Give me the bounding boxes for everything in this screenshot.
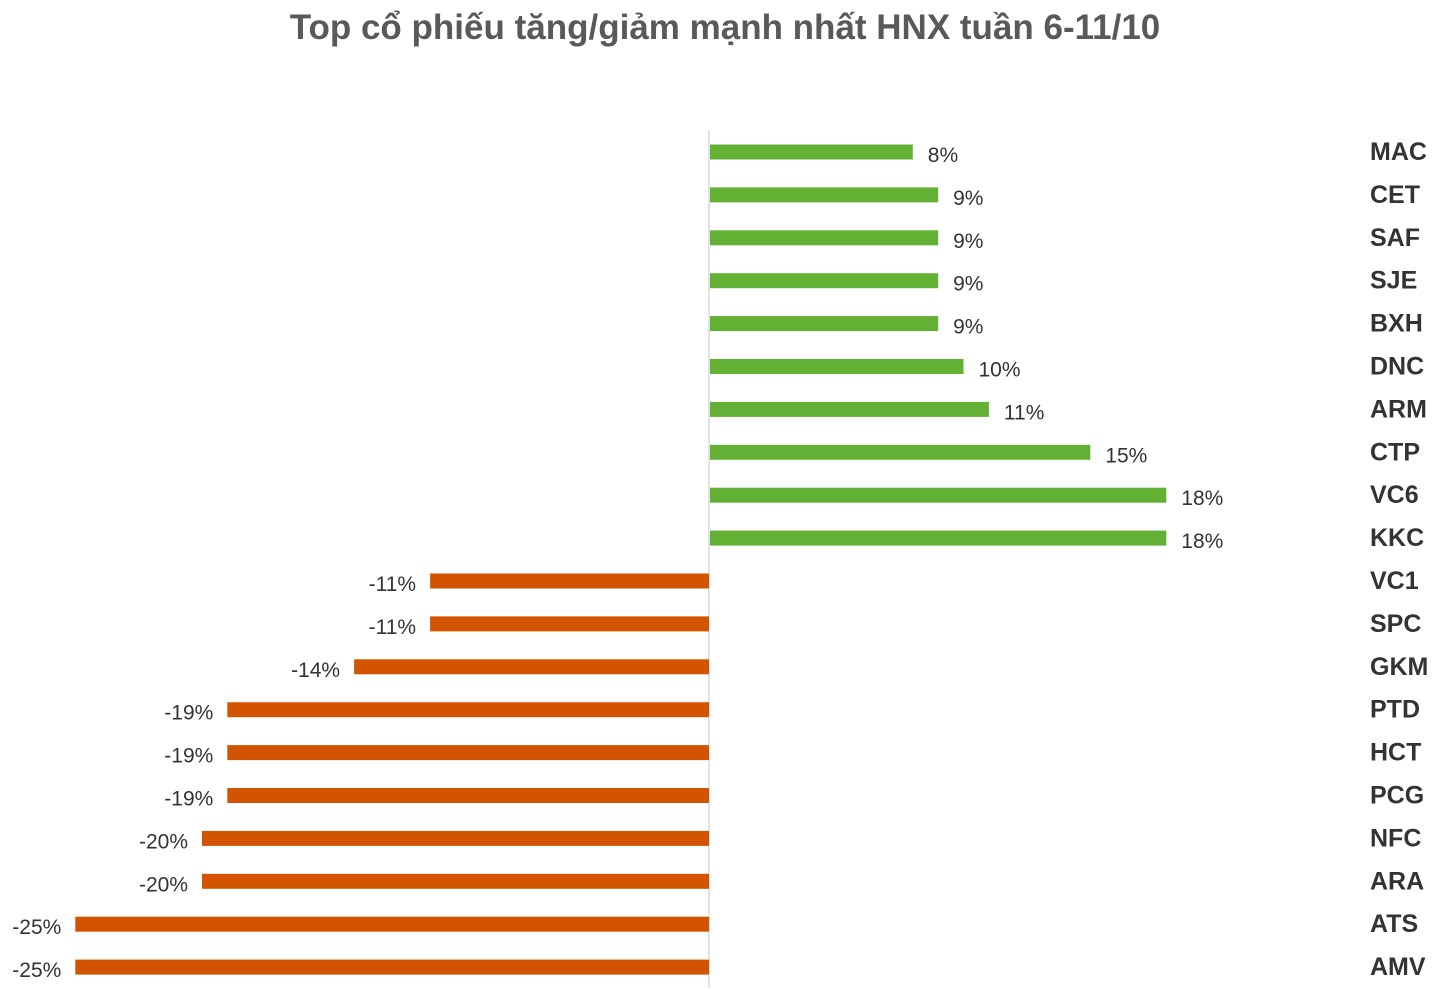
category-labels-group: MAC CET SAF SJE BXH DNC ARM CTP VC6 KKC VC1 SPC GKM P… xyxy=(1370,138,1428,981)
data-label-gkm: -14% xyxy=(291,659,340,682)
bar-dnc xyxy=(710,359,964,374)
data-label-arm: 11% xyxy=(1004,401,1044,424)
bar-sje xyxy=(710,273,939,289)
bar-hct xyxy=(227,745,710,761)
data-label-amv: -25% xyxy=(12,959,61,982)
bar-saf xyxy=(710,230,939,246)
bar-arm xyxy=(710,401,989,417)
bar-ctp xyxy=(710,444,1091,460)
category-label-ats: ATS xyxy=(1370,910,1418,938)
chart-title: Top cổ phiếu tăng/giảm mạnh nhất HNX tuầ… xyxy=(289,8,1161,47)
data-label-kkc: 18% xyxy=(1181,530,1223,553)
category-label-ctp: CTP xyxy=(1370,438,1420,466)
category-label-amv: AMV xyxy=(1370,953,1426,981)
data-labels-group: 8% 9% 9% 9% 9% 10% 11% 15% 18% 18% -11% -11% -14% -19… xyxy=(12,144,1223,982)
category-label-gkm: GKM xyxy=(1370,653,1428,681)
bar-vc1 xyxy=(430,573,709,589)
data-label-saf: 9% xyxy=(953,230,983,253)
data-label-ats: -25% xyxy=(12,916,61,939)
category-label-kkc: KKC xyxy=(1370,524,1424,552)
bar-pcg xyxy=(227,788,710,803)
category-label-spc: SPC xyxy=(1370,610,1421,638)
bar-nfc xyxy=(202,830,709,846)
data-label-cet: 9% xyxy=(953,187,983,210)
bar-ats xyxy=(75,916,710,932)
category-label-vc1: VC1 xyxy=(1370,567,1419,595)
category-label-arm: ARM xyxy=(1370,395,1427,423)
data-label-ara: -20% xyxy=(139,873,188,896)
bar-gkm xyxy=(354,659,709,675)
data-label-vc6: 18% xyxy=(1181,487,1223,510)
category-label-hct: HCT xyxy=(1370,739,1421,767)
data-label-sje: 9% xyxy=(953,273,983,296)
bar-kkc xyxy=(710,530,1167,546)
data-label-bxh: 9% xyxy=(953,316,983,339)
bar-ptd xyxy=(227,702,710,718)
category-label-pcg: PCG xyxy=(1370,782,1424,810)
data-label-nfc: -20% xyxy=(139,830,188,853)
data-label-mac: 8% xyxy=(928,144,958,167)
data-label-dnc: 10% xyxy=(979,359,1021,382)
bar-ara xyxy=(202,873,709,889)
bar-cet xyxy=(710,187,939,203)
category-label-vc6: VC6 xyxy=(1370,481,1419,509)
category-label-ptd: PTD xyxy=(1370,696,1420,724)
data-label-hct: -19% xyxy=(164,745,213,768)
category-label-saf: SAF xyxy=(1370,224,1420,252)
data-label-ptd: -19% xyxy=(164,702,213,725)
category-label-cet: CET xyxy=(1370,181,1420,209)
data-label-spc: -11% xyxy=(369,616,416,639)
bar-spc xyxy=(430,616,709,632)
bar-mac xyxy=(710,144,913,160)
data-label-vc1: -11% xyxy=(369,573,416,596)
category-label-ara: ARA xyxy=(1370,867,1424,895)
bar-bxh xyxy=(710,316,939,332)
data-label-ctp: 15% xyxy=(1105,444,1147,467)
category-label-dnc: DNC xyxy=(1370,353,1424,381)
category-label-mac: MAC xyxy=(1370,138,1427,166)
category-label-sje: SJE xyxy=(1370,267,1417,295)
bar-vc6 xyxy=(710,487,1167,503)
data-label-pcg: -19% xyxy=(164,788,213,811)
bars-group xyxy=(75,144,1167,975)
category-label-bxh: BXH xyxy=(1370,310,1423,338)
bar-amv xyxy=(75,959,710,975)
category-label-nfc: NFC xyxy=(1370,824,1421,852)
